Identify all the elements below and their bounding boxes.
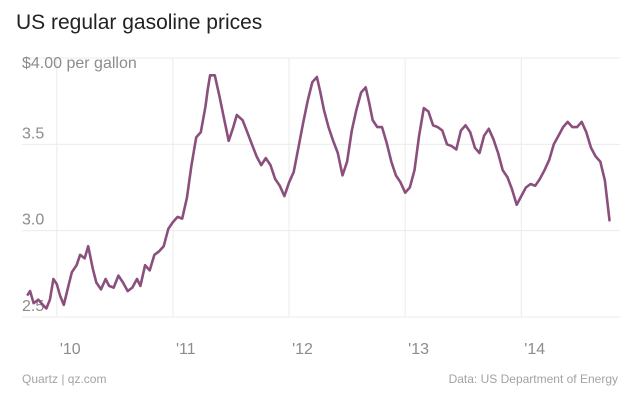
x-axis-ticks: '10 '11 '12 '13 '14 [60,341,545,358]
footer-source-left: Quartz | qz.com [22,372,106,386]
y-tick-label: 3.0 [22,212,44,229]
x-tick-label: '13 [408,341,429,358]
chart-title: US regular gasoline prices [16,11,262,34]
y-axis-label: $4.00 per gallon [22,55,137,72]
y-tick-label: 3.5 [22,125,44,142]
y-tick-label: 2.5 [22,298,44,315]
gridlines [22,57,620,318]
series-line [26,74,611,310]
footer-source-right: Data: US Department of Energy [449,372,618,386]
x-tick-label: '11 [176,341,196,358]
y-axis-ticks: 2.5 3.0 3.5 [22,125,44,315]
x-tick-label: '10 [60,341,81,358]
x-tick-label: '12 [292,341,313,358]
x-tick-label: '14 [524,341,545,358]
